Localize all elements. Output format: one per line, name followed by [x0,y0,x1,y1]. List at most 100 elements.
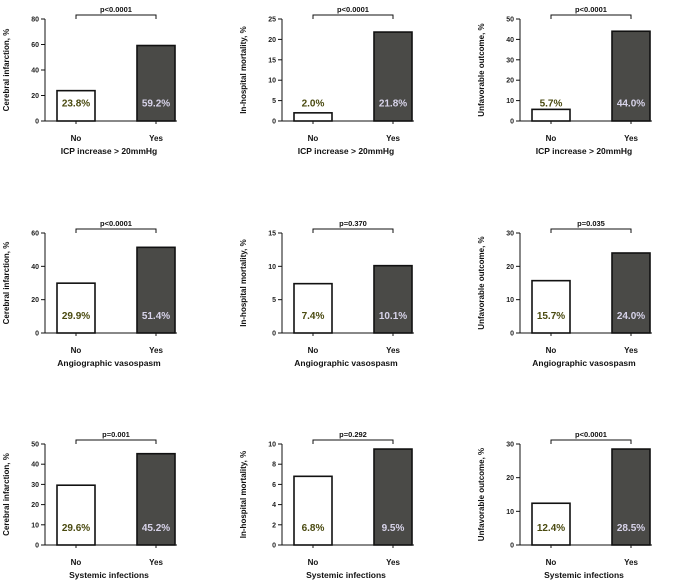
chart-panel-1-3: 0 10 20 30 40 50 Unfavorable outcome, % 5.7% No 4… [477,5,652,156]
y-tick-label: 6 [272,482,276,489]
bar-value-label: 6.8% [302,523,325,534]
bar-value-label: 21.8% [379,99,407,110]
bar-value-label: 9.5% [382,523,405,534]
chart-panel-1-2: 0 5 10 15 20 25 In-hospital mortality, % 2.0% No… [239,5,414,156]
y-tick-label: 10 [31,522,39,529]
x-category-label: Yes [149,558,163,567]
bar-value-label: 10.1% [379,311,407,322]
y-axis-title: In-hospital mortality, % [239,26,248,113]
chart-panel-2-2: 0 5 10 15 In-hospital mortality, % 7.4% No 10.1… [239,219,414,368]
significance-bracket [550,439,632,444]
x-category-label: Yes [386,346,400,355]
y-tick-label: 0 [510,543,514,550]
y-tick-label: 60 [31,42,39,49]
y-tick-label: 40 [31,264,39,271]
chart-panel-1-1: 0 20 40 60 80 Cerebral infarction, % 23.8% No 59… [2,5,177,156]
x-category-label: No [308,134,319,143]
y-tick-label: 0 [35,331,39,338]
y-tick-label: 15 [268,231,276,238]
bar-value-label: 23.8% [62,99,90,110]
bar-value-label: 44.0% [617,99,645,110]
x-category-label: No [71,134,82,143]
chart-panel-3-1: 0 10 20 30 40 50 Cerebral infarction, % 29.6% No… [2,430,177,580]
y-tick-label: 20 [268,37,276,44]
y-tick-label: 40 [31,462,39,469]
bar-value-label: 45.2% [142,523,170,534]
y-axis-title: In-hospital mortality, % [239,239,248,326]
x-axis-title: ICP increase > 20mmHg [298,146,394,156]
significance-label: p<0.0001 [575,5,607,14]
significance-bracket [550,228,632,233]
x-category-label: Yes [149,346,163,355]
y-tick-label: 60 [31,231,39,238]
bar-no [56,282,96,334]
y-tick-label: 10 [268,264,276,271]
bar-yes [373,31,413,122]
y-tick-label: 0 [35,119,39,126]
bar-yes [611,252,651,334]
y-tick-label: 8 [272,462,276,469]
y-tick-label: 0 [510,331,514,338]
significance-label: p=0.035 [577,219,605,228]
significance-label: p=0.370 [339,219,367,228]
y-axis-title: In-hospital mortality, % [239,451,248,538]
significance-bracket [75,439,157,444]
y-tick-label: 0 [272,331,276,338]
x-category-label: Yes [624,346,638,355]
bar-no [293,112,333,122]
y-tick-label: 30 [506,231,514,238]
y-tick-label: 40 [31,68,39,75]
significance-bracket [550,14,632,19]
bar-value-label: 7.4% [302,311,325,322]
x-category-label: Yes [149,134,163,143]
x-category-label: Yes [624,134,638,143]
y-tick-label: 50 [506,17,514,24]
y-tick-label: 30 [506,442,514,449]
y-axis-title: Cerebral infarction, % [2,29,11,112]
y-tick-label: 0 [510,119,514,126]
significance-label: p<0.0001 [575,430,607,439]
bar-value-label: 59.2% [142,99,170,110]
x-category-label: No [308,558,319,567]
y-tick-label: 10 [268,78,276,85]
chart-panel-3-3: 0 10 20 30 Unfavorable outcome, % 12.4% No 28.5… [477,430,652,580]
y-tick-label: 20 [31,297,39,304]
bar-value-label: 51.4% [142,311,170,322]
x-category-label: Yes [624,558,638,567]
bar-no [531,279,571,334]
significance-bracket [75,14,157,19]
bar-yes [373,448,413,546]
bar-no [56,484,96,546]
bar-yes [373,264,413,334]
y-tick-label: 0 [272,543,276,550]
y-tick-label: 0 [272,119,276,126]
y-tick-label: 15 [268,57,276,64]
significance-bracket [312,228,394,233]
significance-label: p=0.292 [339,430,367,439]
bar-value-label: 12.4% [537,523,565,534]
y-tick-label: 10 [268,442,276,449]
y-tick-label: 50 [31,442,39,449]
y-tick-label: 10 [506,98,514,105]
significance-bracket [312,439,394,444]
x-category-label: Yes [386,558,400,567]
significance-label: p=0.001 [102,430,130,439]
y-tick-label: 4 [272,502,276,509]
y-axis-title: Unfavorable outcome, % [477,448,486,541]
y-tick-label: 20 [506,264,514,271]
y-tick-label: 0 [35,543,39,550]
bar-no [293,475,333,546]
y-tick-label: 20 [506,78,514,85]
y-tick-label: 2 [272,522,276,529]
x-category-label: No [308,346,319,355]
y-tick-label: 80 [31,17,39,24]
y-tick-label: 30 [31,482,39,489]
bar-value-label: 29.9% [62,311,90,322]
x-axis-title: ICP increase > 20mmHg [61,146,157,156]
y-tick-label: 5 [272,98,276,105]
bar-value-label: 24.0% [617,311,645,322]
y-tick-label: 25 [268,17,276,24]
y-tick-label: 10 [506,297,514,304]
bar-no [531,502,571,546]
